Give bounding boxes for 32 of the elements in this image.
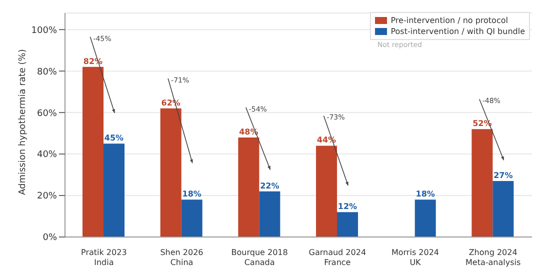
bar <box>472 129 493 237</box>
y-tick-label: 0% <box>42 233 58 244</box>
x-tick-label: Bourque 2018 Canada <box>231 248 288 267</box>
legend-label: Pre-intervention / no protocol <box>390 15 508 26</box>
x-tick-label: Garnaud 2024 France <box>308 248 366 267</box>
y-tick-label: 20% <box>36 192 58 202</box>
x-tick-label: Morris 2024 UK <box>391 248 440 267</box>
bar <box>104 144 125 237</box>
data-label: 18% <box>182 190 202 199</box>
data-label: 18% <box>416 190 435 199</box>
bar <box>181 200 202 237</box>
bar <box>160 108 182 237</box>
x-tick-label: Pratik 2023 India <box>81 248 127 267</box>
y-tick-label: 60% <box>36 108 58 119</box>
bar <box>316 146 338 237</box>
x-tick-label: Shen 2026 China <box>160 248 204 267</box>
legend-label: Post-intervention / with QI bundle <box>390 26 525 37</box>
data-label: 27% <box>494 171 513 180</box>
y-tick-label: 40% <box>36 150 58 160</box>
bar <box>238 137 260 237</box>
x-tick-label: Zhong 2024 Meta-analysis <box>466 248 521 267</box>
y-axis-title: Admission hypothermia rate (%) <box>18 49 28 195</box>
bar <box>259 191 280 237</box>
y-tick-label: 80% <box>36 67 58 78</box>
y-tick-label: 100% <box>31 26 58 36</box>
data-label: 45% <box>104 134 124 143</box>
data-label: 12% <box>338 202 358 212</box>
bar <box>414 200 436 237</box>
bar <box>337 212 358 237</box>
bar <box>492 181 514 237</box>
data-label: 22% <box>260 181 280 190</box>
bar <box>82 66 104 237</box>
